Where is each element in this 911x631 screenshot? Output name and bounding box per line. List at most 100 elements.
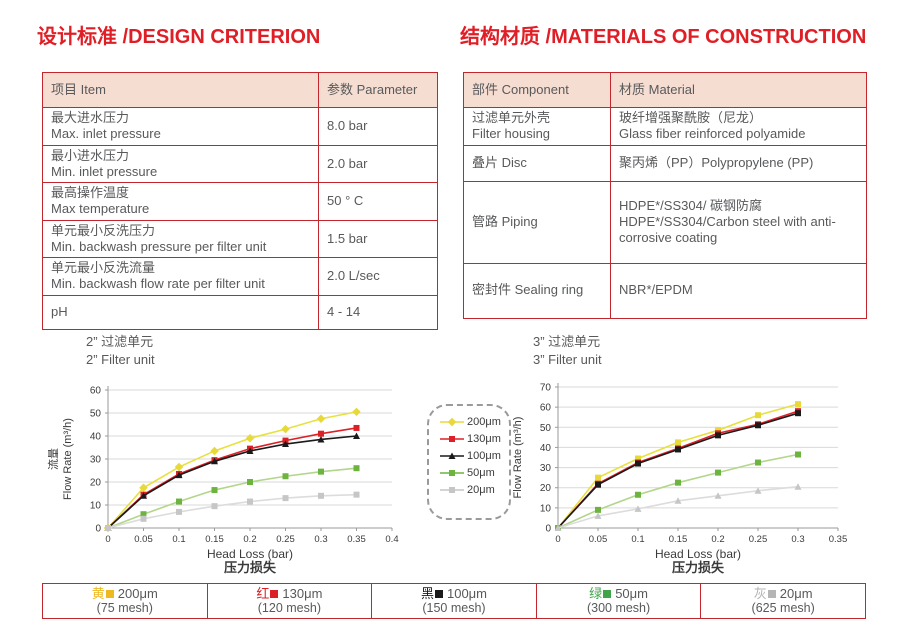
color-swatch-icon [603, 589, 612, 598]
x-tick-label: 0.3 [791, 534, 804, 545]
mesh-legend-cell: 黑 100μm (150 mesh) [372, 584, 537, 618]
color-swatch-icon [105, 589, 114, 598]
material-cell: HDPE*/SS304/ 碳钢防腐 HDPE*/SS304/Carbon stee… [610, 180, 867, 264]
legend-label: 20μm [467, 484, 495, 496]
y-axis-label-en: Flow Rate (m³/h) [512, 417, 524, 499]
series-marker [140, 511, 147, 518]
series-marker [595, 481, 601, 488]
component-line: 密封件 Sealing ring [472, 282, 584, 298]
color-swatch-icon [767, 589, 776, 598]
series-marker [353, 424, 360, 431]
series-line-20μm [107, 493, 357, 529]
series-marker [318, 492, 324, 499]
x-tick-label: 0.2 [243, 534, 256, 545]
x-axis-label-en: Head Loss (bar) [655, 547, 741, 561]
chart-3in-filter-unit: 0 10 20 30 40 50 60 70 0 0.05 0.1 0.15 0.2 0.25 0.3 0.3… [496, 383, 847, 576]
material-line: HDPE*/SS304/Carbon steel with anti-corro… [619, 213, 836, 246]
component-line: 过滤单元外壳 [472, 110, 551, 125]
x-tick-label: 0.25 [749, 534, 768, 545]
y-tick-label: 40 [540, 443, 552, 454]
item-cell: pH [42, 294, 319, 330]
design-criterion-table: 项目 Item 参数 Parameter 最大进水压力 Max. inlet pr… [42, 72, 438, 330]
x-tick-label: 0.1 [172, 534, 185, 545]
parameter-cell: 4 - 14 [318, 294, 438, 330]
y-tick-label: 50 [540, 423, 552, 434]
series-marker [317, 435, 325, 443]
series-marker [140, 492, 147, 499]
series-marker [595, 506, 601, 513]
color-swatch-icon [270, 589, 279, 598]
table-row: pH 4 - 14 [42, 294, 438, 330]
series-line-200μm [107, 411, 357, 529]
y-tick-label: 60 [540, 403, 552, 414]
material-line: HDPE*/SS304/ 碳钢防腐 [619, 197, 763, 213]
legend-marker-icon [440, 470, 464, 476]
material-cell: NBR*/EPDM [610, 262, 867, 319]
series-marker [318, 468, 324, 475]
series-marker [448, 452, 456, 459]
y-tick-label: 70 [540, 383, 552, 394]
series-marker [447, 417, 457, 427]
series-marker [449, 470, 455, 476]
item-zh: 最大进水压力 [51, 110, 130, 125]
series-marker [715, 432, 721, 439]
series-marker [211, 503, 218, 510]
micron-size: 100μm [446, 585, 487, 601]
item-zh: 单元最小反洗流量 [51, 260, 156, 275]
x-tick-label: 0.1 [631, 534, 644, 545]
series-marker [675, 479, 681, 486]
series-marker [140, 515, 147, 522]
chart-title-3in: 3” 过滤单元 3” Filter unit [533, 333, 602, 368]
x-tick-label: 0.05 [589, 534, 608, 545]
legend-marker-icon [440, 487, 464, 493]
material-line: 聚丙烯（PP）Polypropylene (PP) [619, 154, 814, 170]
mesh-legend-line1: 黑 100μm [421, 586, 487, 602]
component-column-header: 部件 Component [463, 72, 611, 108]
series-marker [139, 483, 148, 492]
micron-size: 20μm [779, 585, 813, 601]
table-row: 最高操作温度 Max temperature 50 ° C [42, 182, 438, 221]
series-marker [795, 401, 801, 408]
series-marker [755, 422, 761, 429]
series-marker [715, 427, 721, 434]
y-tick-label: 60 [90, 386, 102, 397]
chart-title-2in-zh: 2” 过滤单元 [86, 334, 154, 349]
component-line: 叠片 Disc [472, 154, 527, 170]
color-name-zh: 红 [256, 585, 270, 601]
legend-label: 130μm [467, 433, 501, 445]
item-cell: 最高操作温度 Max temperature [42, 182, 319, 221]
x-tick-label: 0 [555, 534, 560, 545]
material-line: 玻纤增强聚酰胺（尼龙） [619, 110, 763, 125]
x-tick-label: 0 [105, 534, 110, 545]
mesh-legend-line1: 红 130μm [256, 586, 322, 602]
series-marker [675, 446, 681, 453]
y-tick-label: 50 [90, 409, 102, 420]
x-axis-label-zh: 压力损失 [672, 560, 725, 575]
legend-item: 130μm [439, 433, 509, 445]
y-tick-label: 10 [90, 501, 102, 512]
table-header-row: 部件 Component 材质 Material [463, 72, 867, 108]
item-en: Min. inlet pressure [51, 163, 158, 179]
legend-item: 20μm [439, 484, 509, 496]
series-marker [247, 479, 253, 485]
series-line-50μm [107, 467, 357, 529]
series-marker [175, 471, 183, 479]
chart-title-3in-en: 3” Filter unit [533, 351, 602, 367]
chart-title-3in-zh: 3” 过滤单元 [533, 334, 601, 349]
series-marker [795, 451, 801, 458]
series-line-100μm [557, 412, 799, 529]
mesh-legend-cell: 灰 20μm (625 mesh) [701, 584, 865, 618]
series-marker [210, 446, 219, 456]
color-name-zh: 黄 [91, 585, 105, 601]
mesh-count: (75 mesh) [96, 601, 153, 616]
table-row: 最小进水压力 Min. inlet pressure 2.0 bar [42, 144, 438, 183]
series-marker [353, 491, 360, 498]
series-marker [635, 455, 641, 462]
x-axis-label-zh: 压力损失 [224, 560, 277, 575]
x-tick-label: 0.25 [276, 534, 295, 545]
series-marker [281, 424, 290, 434]
color-name-zh: 黑 [420, 585, 434, 601]
table-row: 单元最小反洗流量 Min. backwash flow rate per filt… [42, 257, 438, 296]
component-cell: 管路 Piping [463, 180, 611, 264]
material-cell: 玻纤增强聚酰胺（尼龙） Glass fiber reinforced polyam… [610, 107, 867, 146]
